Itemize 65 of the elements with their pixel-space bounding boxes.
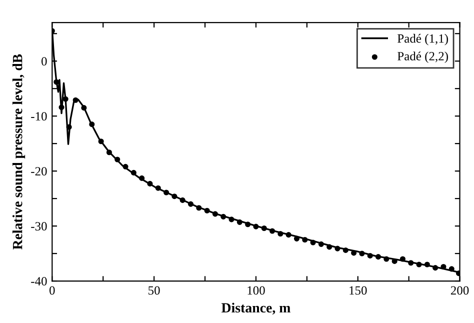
point <box>448 266 454 272</box>
y-tick-label: -30 <box>31 222 47 230</box>
point <box>98 138 104 144</box>
point <box>342 247 348 253</box>
point <box>155 185 161 191</box>
point <box>294 236 300 242</box>
point <box>400 256 406 262</box>
point <box>286 232 292 238</box>
point <box>334 246 340 252</box>
y-tick-label: -10 <box>31 112 47 121</box>
legend-label: Padé (2,2) <box>398 52 448 63</box>
point <box>62 96 68 102</box>
y-tick-label: 0 <box>42 57 47 66</box>
x-tick-label: 150 <box>350 286 367 295</box>
point <box>114 156 120 162</box>
point <box>89 122 95 128</box>
point <box>180 197 186 203</box>
point <box>228 216 234 222</box>
point <box>139 175 145 181</box>
point <box>278 230 284 237</box>
point <box>302 237 308 243</box>
point <box>359 250 365 256</box>
point <box>236 219 242 225</box>
point <box>147 180 153 186</box>
point <box>326 244 332 250</box>
point <box>375 254 382 260</box>
point <box>416 262 422 268</box>
point <box>54 79 60 85</box>
point <box>384 256 390 262</box>
point <box>392 258 398 264</box>
x-axis-title: Distance, m <box>221 302 290 315</box>
point <box>408 260 414 266</box>
legend-label: Padé (1,1) <box>398 34 448 46</box>
point <box>212 211 218 217</box>
point <box>122 164 128 170</box>
point <box>58 104 64 110</box>
point <box>72 97 78 103</box>
point <box>367 252 373 258</box>
point <box>424 262 430 268</box>
point <box>164 190 170 196</box>
point <box>81 105 87 111</box>
point <box>188 201 194 207</box>
y-tick-label: -20 <box>31 167 47 176</box>
x-tick-label: 50 <box>148 286 160 295</box>
point <box>440 264 446 270</box>
point <box>456 270 460 276</box>
y-tick-label: -40 <box>31 277 47 286</box>
point <box>261 225 267 232</box>
x-tick-label: 200 <box>450 286 469 295</box>
point <box>245 222 251 228</box>
point <box>196 205 202 211</box>
x-tick-label: 0 <box>49 286 55 295</box>
point <box>310 240 316 246</box>
point <box>318 241 324 247</box>
point <box>253 224 259 230</box>
point <box>432 265 438 271</box>
point <box>269 228 276 234</box>
point <box>130 170 136 176</box>
y-axis-title: Relative sound pressure level, dB <box>12 54 26 250</box>
point <box>220 214 226 220</box>
x-tick-label: 100 <box>248 286 265 295</box>
point <box>66 124 72 130</box>
point <box>172 194 178 200</box>
point <box>106 150 112 156</box>
point <box>204 208 210 214</box>
